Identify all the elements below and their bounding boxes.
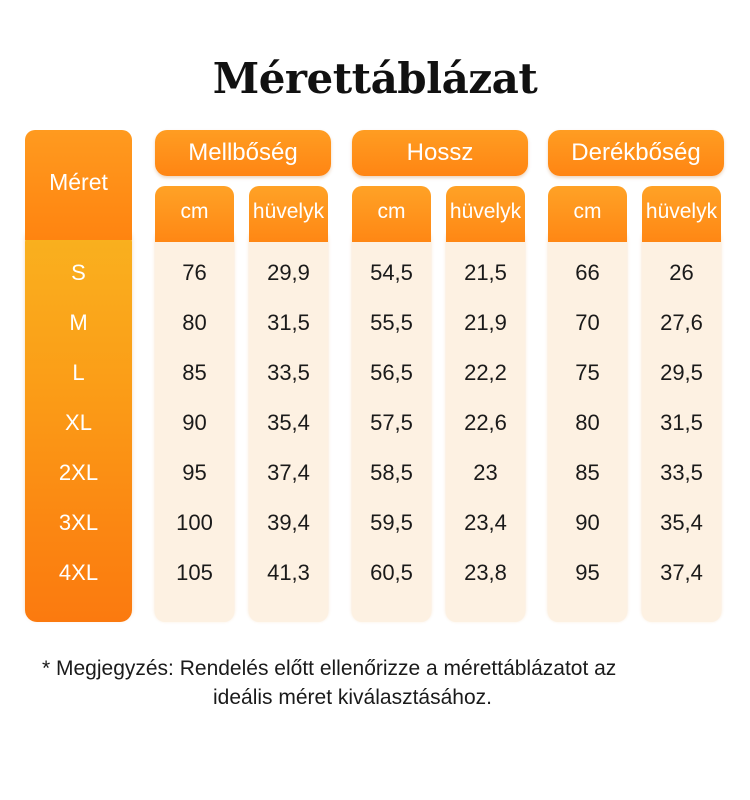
table-cell: 31,5	[660, 410, 703, 435]
size-label: S	[71, 260, 86, 285]
unit-header: cm	[352, 186, 431, 242]
size-label: M	[69, 310, 88, 335]
data-column	[352, 230, 431, 622]
unit-header: hüvelyk	[642, 186, 721, 242]
table-cell: 29,9	[267, 260, 310, 285]
table-cell: 37,4	[267, 460, 310, 485]
data-column	[642, 230, 721, 622]
table-cell: 95	[575, 560, 600, 585]
unit-header: cm	[155, 186, 234, 242]
group-header: Hossz	[352, 130, 528, 176]
table-cell: 29,5	[660, 360, 703, 385]
table-cell: 21,5	[464, 260, 507, 285]
table-cell: 58,5	[370, 460, 413, 485]
group-header: Mellbőség	[155, 130, 331, 176]
table-cell: 35,4	[267, 410, 310, 435]
table-cell: 23	[473, 460, 498, 485]
size-label: 2XL	[58, 460, 99, 485]
data-column	[548, 230, 627, 622]
table-cell: 76	[182, 260, 207, 285]
table-cell: 22,6	[464, 410, 507, 435]
table-cell: 75	[575, 360, 600, 385]
table-cell: 41,3	[267, 560, 310, 585]
table-cell: 60,5	[370, 560, 413, 585]
table-cell: 54,5	[370, 260, 413, 285]
size-header: Méret	[25, 130, 132, 240]
table-cell: 59,5	[370, 510, 413, 535]
table-cell: 21,9	[464, 310, 507, 335]
data-column	[155, 230, 234, 622]
table-cell: 33,5	[660, 460, 703, 485]
unit-header: cm	[548, 186, 627, 242]
table-cell: 90	[182, 410, 207, 435]
table-cell: 23,4	[464, 510, 507, 535]
size-label: 3XL	[58, 510, 99, 535]
table-cell: 95	[182, 460, 207, 485]
table-cell: 26	[669, 260, 694, 285]
data-column	[249, 230, 328, 622]
table-cell: 31,5	[267, 310, 310, 335]
table-cell: 57,5	[370, 410, 413, 435]
table-cell: 105	[176, 560, 213, 585]
table-cell: 23,8	[464, 560, 507, 585]
table-cell: 66	[575, 260, 600, 285]
unit-header: hüvelyk	[249, 186, 328, 242]
page-title: Mérettáblázat	[212, 54, 538, 103]
table-cell: 35,4	[660, 510, 703, 535]
size-label: 4XL	[58, 560, 99, 585]
table-cell: 80	[575, 410, 600, 435]
table-cell: 70	[575, 310, 600, 335]
size-label: L	[72, 360, 85, 385]
unit-header: hüvelyk	[446, 186, 525, 242]
table-cell: 85	[575, 460, 600, 485]
table-cell: 80	[182, 310, 207, 335]
note: * Megjegyzés: Rendelés előtt ellenőrizze…	[42, 654, 722, 712]
table-cell: 100	[176, 510, 213, 535]
size-column	[25, 230, 132, 622]
table-cell: 90	[575, 510, 600, 535]
table-cell: 39,4	[267, 510, 310, 535]
note-line-2: ideális méret kiválasztásához.	[213, 686, 492, 709]
size-label: XL	[65, 410, 92, 435]
table-cell: 33,5	[267, 360, 310, 385]
note-line-1: * Megjegyzés: Rendelés előtt ellenőrizze…	[42, 657, 617, 680]
data-column	[446, 230, 525, 622]
table-cell: 27,6	[660, 310, 703, 335]
table-cell: 22,2	[464, 360, 507, 385]
table-cell: 55,5	[370, 310, 413, 335]
table-cell: 56,5	[370, 360, 413, 385]
table-cell: 85	[182, 360, 207, 385]
table-cell: 37,4	[660, 560, 703, 585]
group-header: Derékbőség	[548, 130, 724, 176]
